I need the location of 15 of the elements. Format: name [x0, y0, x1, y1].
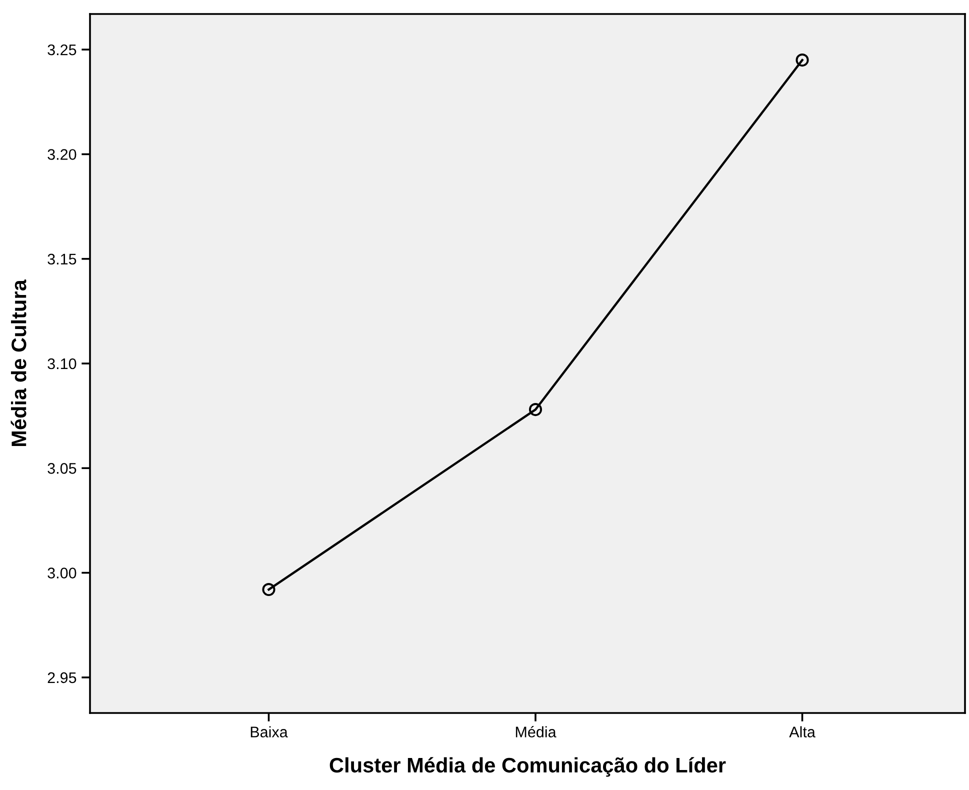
x-tick-label: Baixa [250, 726, 288, 738]
y-tick-label: 2.95 [48, 672, 76, 684]
y-tick-label: 3.10 [48, 358, 76, 370]
x-axis-title: Cluster Média de Comunicação do Líder [330, 757, 726, 777]
y-tick-label: 3.20 [48, 149, 76, 160]
x-tick-label: Média [516, 726, 556, 738]
y-tick-label: 3.25 [48, 44, 76, 56]
y-tick-label: 3.00 [48, 568, 76, 578]
y-tick-label: 3.05 [48, 463, 76, 474]
point [528, 403, 542, 416]
y-axis-title: Média de Cultura [10, 279, 26, 446]
x-tick-label: Alta [789, 726, 816, 738]
point [796, 54, 809, 67]
y-tick-label: 3.15 [48, 254, 76, 265]
point [262, 582, 276, 596]
